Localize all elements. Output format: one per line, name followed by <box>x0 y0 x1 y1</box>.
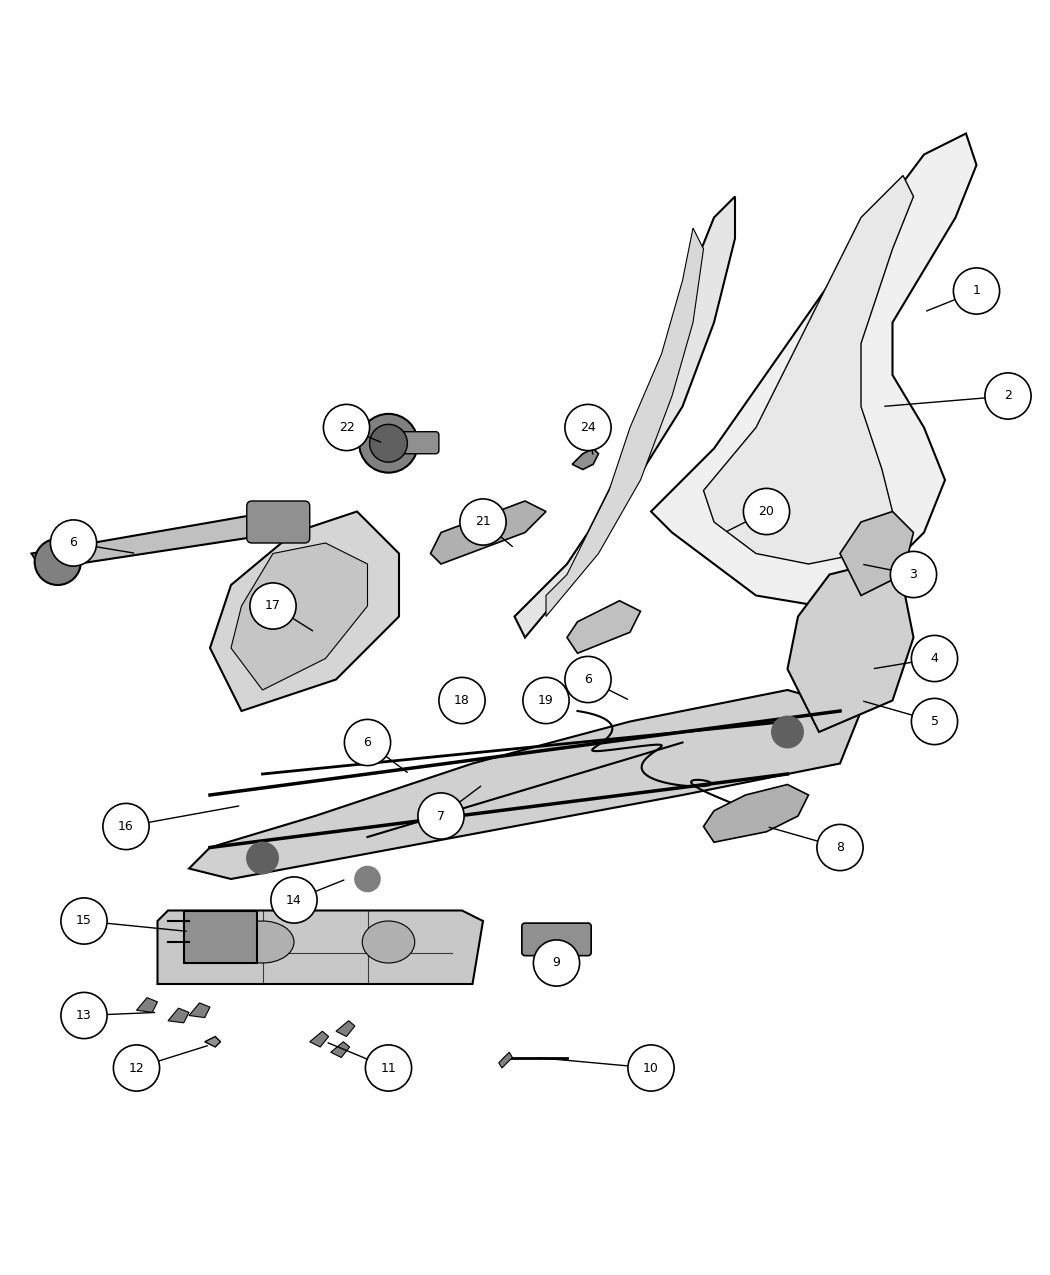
FancyBboxPatch shape <box>184 910 257 963</box>
Circle shape <box>628 1046 674 1091</box>
Circle shape <box>35 539 81 585</box>
Circle shape <box>103 803 149 849</box>
PathPatch shape <box>567 601 640 653</box>
PathPatch shape <box>514 196 735 638</box>
PathPatch shape <box>572 449 598 469</box>
Polygon shape <box>136 997 158 1012</box>
Text: 20: 20 <box>758 505 775 518</box>
Circle shape <box>61 898 107 944</box>
Polygon shape <box>168 1009 189 1023</box>
Circle shape <box>271 877 317 923</box>
Text: 12: 12 <box>128 1062 145 1075</box>
Text: 6: 6 <box>69 537 78 550</box>
FancyBboxPatch shape <box>401 432 439 454</box>
Polygon shape <box>331 1042 350 1057</box>
PathPatch shape <box>189 690 861 878</box>
Text: 17: 17 <box>265 599 281 612</box>
Circle shape <box>113 1046 160 1091</box>
Circle shape <box>355 867 380 891</box>
Circle shape <box>323 404 370 450</box>
PathPatch shape <box>546 228 704 617</box>
PathPatch shape <box>704 784 808 843</box>
Text: 15: 15 <box>76 914 92 927</box>
Circle shape <box>439 677 485 724</box>
Circle shape <box>50 520 97 566</box>
Circle shape <box>565 404 611 450</box>
FancyBboxPatch shape <box>247 501 310 543</box>
Circle shape <box>365 1046 412 1091</box>
Text: 2: 2 <box>1004 389 1012 403</box>
Text: 19: 19 <box>538 694 554 708</box>
Text: 6: 6 <box>363 736 372 748</box>
Text: 13: 13 <box>76 1009 92 1023</box>
FancyBboxPatch shape <box>522 923 591 956</box>
Polygon shape <box>499 1052 512 1068</box>
Circle shape <box>418 793 464 839</box>
Text: 7: 7 <box>437 810 445 822</box>
PathPatch shape <box>651 134 976 606</box>
Text: 22: 22 <box>338 421 355 434</box>
Circle shape <box>953 268 1000 314</box>
Polygon shape <box>336 1021 355 1037</box>
Text: 4: 4 <box>930 652 939 666</box>
Circle shape <box>61 992 107 1039</box>
PathPatch shape <box>231 543 368 690</box>
Text: 18: 18 <box>454 694 470 708</box>
Text: 24: 24 <box>580 421 596 434</box>
PathPatch shape <box>430 501 546 564</box>
Text: 5: 5 <box>930 715 939 728</box>
Text: 9: 9 <box>552 956 561 969</box>
PathPatch shape <box>158 910 483 984</box>
Polygon shape <box>310 1031 329 1047</box>
Circle shape <box>890 551 937 598</box>
Circle shape <box>533 940 580 986</box>
Text: 1: 1 <box>972 284 981 297</box>
Circle shape <box>523 677 569 724</box>
Circle shape <box>250 583 296 629</box>
Text: 14: 14 <box>286 894 302 907</box>
Text: 6: 6 <box>584 673 592 686</box>
Text: 11: 11 <box>380 1062 397 1075</box>
Ellipse shape <box>362 921 415 963</box>
Circle shape <box>743 488 790 534</box>
PathPatch shape <box>840 511 914 595</box>
Polygon shape <box>189 1003 210 1017</box>
Text: 16: 16 <box>118 820 134 833</box>
PathPatch shape <box>32 511 294 569</box>
Text: 3: 3 <box>909 567 918 581</box>
Text: 21: 21 <box>475 515 491 529</box>
Ellipse shape <box>231 921 294 963</box>
Circle shape <box>370 425 407 462</box>
Text: 8: 8 <box>836 842 844 854</box>
Circle shape <box>985 372 1031 419</box>
Circle shape <box>911 635 958 682</box>
PathPatch shape <box>704 176 914 564</box>
Polygon shape <box>205 1037 220 1047</box>
PathPatch shape <box>788 564 914 732</box>
Circle shape <box>565 657 611 703</box>
Circle shape <box>772 717 803 747</box>
PathPatch shape <box>210 511 399 711</box>
Circle shape <box>817 825 863 871</box>
Circle shape <box>911 699 958 745</box>
Text: 10: 10 <box>643 1062 659 1075</box>
Circle shape <box>247 843 278 873</box>
Circle shape <box>460 499 506 546</box>
Circle shape <box>344 719 391 765</box>
Circle shape <box>359 414 418 473</box>
